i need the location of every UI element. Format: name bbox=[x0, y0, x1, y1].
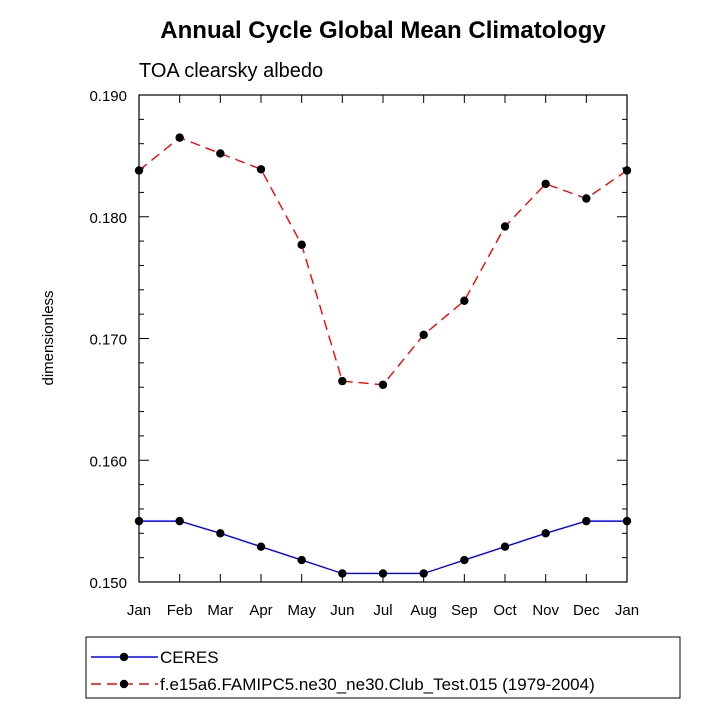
legend-swatch-marker-0 bbox=[119, 652, 129, 662]
legend-box bbox=[85, 636, 681, 699]
x-tick-label: Apr bbox=[249, 602, 272, 619]
series-1-point bbox=[622, 166, 632, 175]
legend-label-0: CERES bbox=[160, 648, 219, 667]
series-0-point bbox=[460, 555, 469, 565]
series-1-point bbox=[216, 149, 225, 158]
series-1-point bbox=[500, 222, 510, 231]
series-0-point bbox=[338, 569, 347, 578]
series-1-point bbox=[134, 166, 144, 175]
series-1-point bbox=[419, 330, 428, 340]
y-tick-label: 0.180 bbox=[89, 210, 127, 227]
series-1-point bbox=[378, 380, 388, 389]
series-0-point bbox=[622, 516, 632, 526]
x-tick-label: Aug bbox=[410, 602, 437, 619]
series-line-0 bbox=[139, 520, 627, 575]
series-1-point bbox=[460, 296, 469, 305]
series-1-point bbox=[297, 240, 306, 249]
x-tick-label: Jan bbox=[127, 602, 151, 619]
series-1-point bbox=[338, 376, 347, 386]
series-0-point bbox=[541, 529, 550, 538]
y-tick-label: 0.170 bbox=[89, 332, 127, 349]
y-tick-label: 0.150 bbox=[89, 575, 127, 592]
series-0-point bbox=[500, 542, 510, 551]
x-tick-label: Mar bbox=[207, 602, 233, 619]
series-0-point bbox=[582, 516, 591, 526]
series-line-1 bbox=[138, 136, 628, 386]
series-1-point bbox=[256, 165, 266, 174]
series-1-point bbox=[582, 194, 591, 203]
x-tick-label: Jan bbox=[615, 602, 639, 619]
plot-frame bbox=[138, 94, 628, 583]
y-tick-label: 0.160 bbox=[89, 453, 127, 470]
series-0-point bbox=[216, 529, 225, 538]
legend-swatch-marker-1 bbox=[119, 679, 129, 689]
series-0-point bbox=[378, 569, 388, 578]
x-tick-label: Jun bbox=[330, 602, 354, 619]
legend-label-1: f.e15a6.FAMIPC5.ne30_ne30.Club_Test.015 … bbox=[160, 675, 595, 694]
chart-title: Annual Cycle Global Mean Climatology bbox=[160, 17, 606, 44]
series-0-point bbox=[256, 542, 266, 551]
x-tick-label: Dec bbox=[573, 602, 600, 619]
x-tick-label: Sep bbox=[451, 602, 478, 619]
legend: CERES f.e15a6.FAMIPC5.ne30_ne30.Club_Test… bbox=[91, 648, 595, 694]
x-tick-label: May bbox=[287, 602, 316, 619]
chart-subtitle: TOA clearsky albedo bbox=[139, 60, 323, 82]
y-tick-label: 0.190 bbox=[89, 88, 127, 105]
x-tick-label: Nov bbox=[532, 602, 559, 619]
x-tick-label: Jul bbox=[373, 602, 392, 619]
series-1-point bbox=[175, 133, 184, 142]
series-0-point bbox=[134, 516, 144, 526]
plot-area: 0.150 0.160 0.170 0.180 0.190 Jan Feb Mar Apr May… bbox=[89, 88, 639, 619]
x-tick-label: Oct bbox=[493, 602, 517, 619]
series-0-point bbox=[297, 555, 306, 565]
y-axis-label: dimensionless bbox=[40, 290, 57, 385]
series-1-point bbox=[541, 179, 550, 189]
series-0-point bbox=[175, 516, 184, 526]
series-0-point bbox=[419, 569, 428, 578]
x-tick-label: Feb bbox=[167, 602, 193, 619]
